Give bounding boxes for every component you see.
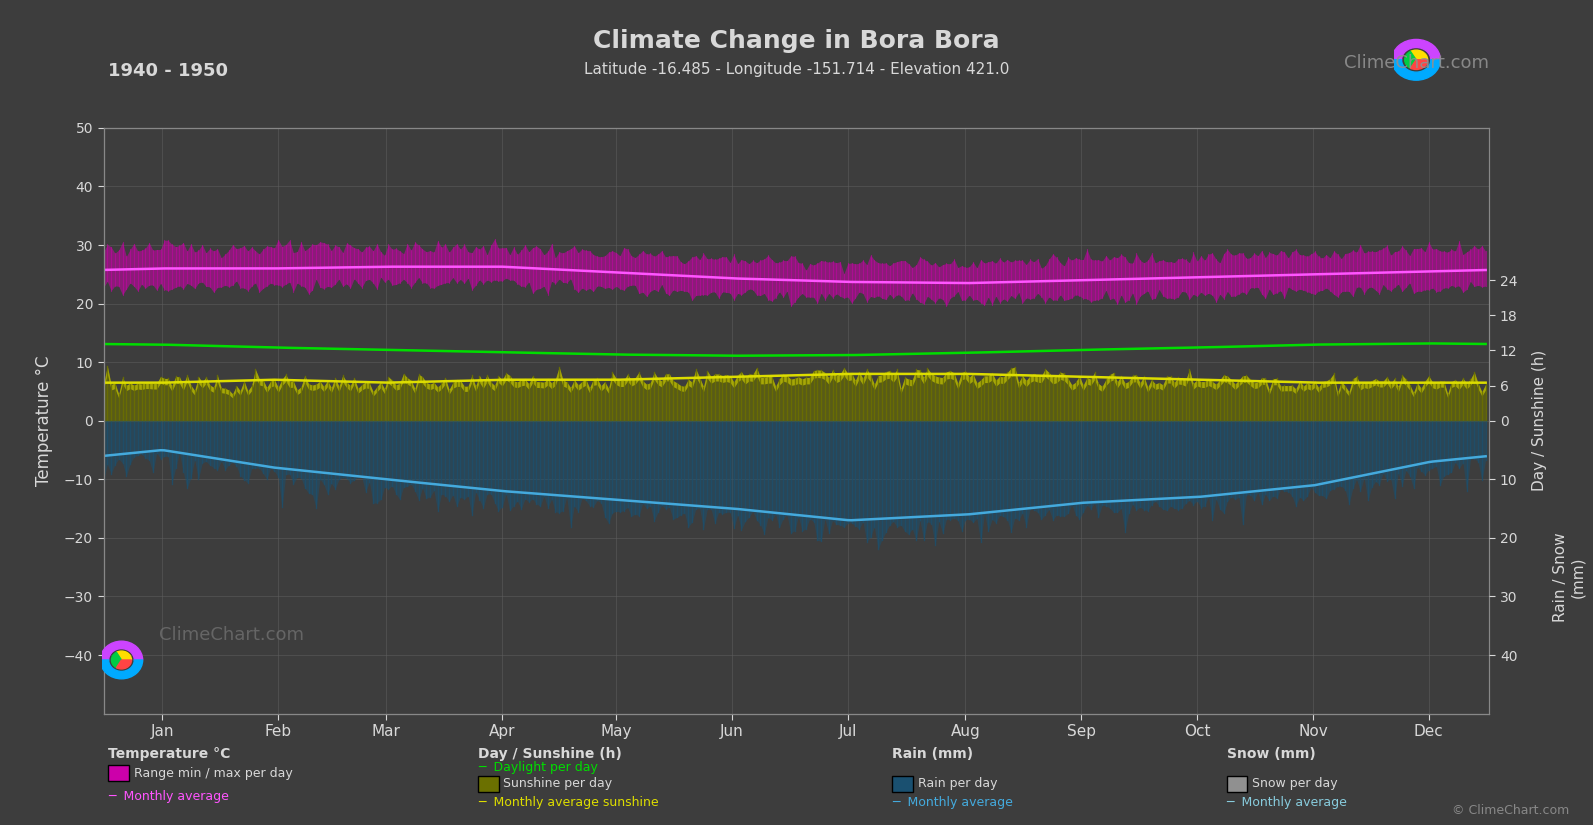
Wedge shape [116, 651, 132, 660]
Text: Rain (mm): Rain (mm) [892, 747, 973, 761]
Text: Day / Sunshine (h): Day / Sunshine (h) [478, 747, 621, 761]
Text: ─  Monthly average: ─ Monthly average [892, 796, 1013, 809]
Text: Snow per day: Snow per day [1252, 777, 1338, 790]
Y-axis label: Day / Sunshine (h): Day / Sunshine (h) [1531, 350, 1547, 492]
Wedge shape [116, 660, 132, 669]
Text: Rain / Snow
(mm): Rain / Snow (mm) [1553, 533, 1585, 622]
Text: ─  Monthly average sunshine: ─ Monthly average sunshine [478, 796, 658, 809]
Wedge shape [1405, 51, 1416, 68]
Text: © ClimeChart.com: © ClimeChart.com [1451, 804, 1569, 817]
Text: ClimeChart.com: ClimeChart.com [1344, 54, 1489, 72]
Wedge shape [1410, 60, 1427, 69]
Text: Sunshine per day: Sunshine per day [503, 777, 613, 790]
Text: Range min / max per day: Range min / max per day [134, 766, 293, 780]
Text: Snow (mm): Snow (mm) [1227, 747, 1316, 761]
Wedge shape [1392, 60, 1440, 80]
Text: 1940 - 1950: 1940 - 1950 [108, 62, 228, 80]
Text: Latitude -16.485 - Longitude -151.714 - Elevation 421.0: Latitude -16.485 - Longitude -151.714 - … [583, 62, 1010, 77]
Wedge shape [1410, 50, 1427, 60]
Text: Rain per day: Rain per day [918, 777, 997, 790]
Wedge shape [100, 641, 143, 660]
Wedge shape [1392, 40, 1440, 60]
Text: ─  Monthly average: ─ Monthly average [108, 790, 229, 803]
Y-axis label: Temperature °C: Temperature °C [35, 356, 53, 486]
Wedge shape [100, 660, 143, 679]
Text: ─  Monthly average: ─ Monthly average [1227, 796, 1348, 809]
Text: ─  Daylight per day: ─ Daylight per day [478, 761, 597, 774]
Wedge shape [112, 653, 121, 667]
Text: ClimeChart.com: ClimeChart.com [159, 625, 304, 644]
Text: Temperature °C: Temperature °C [108, 747, 231, 761]
Text: Climate Change in Bora Bora: Climate Change in Bora Bora [593, 29, 1000, 53]
